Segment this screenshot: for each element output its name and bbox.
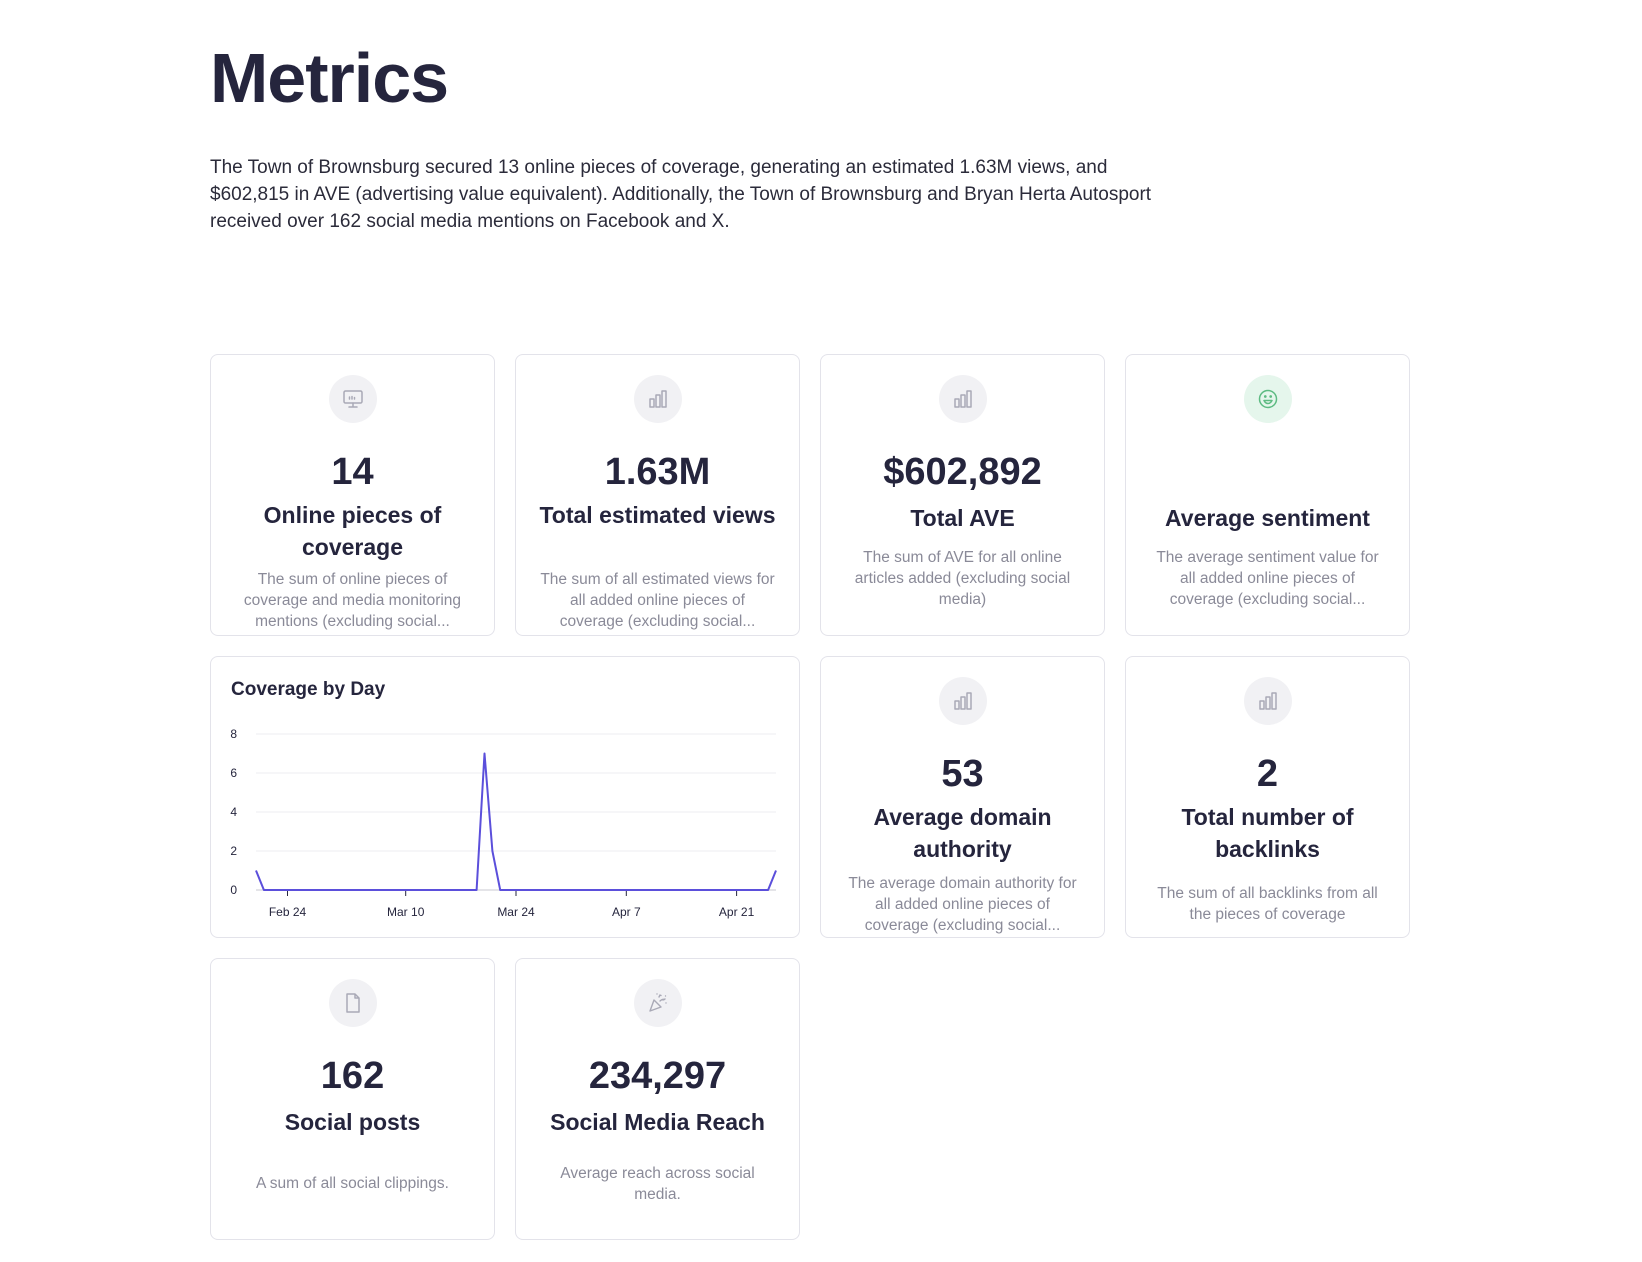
monitor-icon (328, 375, 377, 423)
bar-chart-icon (938, 375, 987, 423)
online-coverage-label: Online pieces of coverage (263, 502, 442, 560)
card-social-reach: 234,297 Social Media Reach Average reach… (515, 958, 800, 1240)
online-coverage-value: 14 (331, 451, 374, 493)
page-title: Metrics (210, 39, 449, 117)
y-tick-label: 2 (230, 844, 237, 858)
bar-chart-icon (938, 677, 987, 725)
total-ave-description: The sum of AVE for all online articles a… (854, 549, 1071, 608)
x-tick-label: Apr 21 (719, 905, 755, 919)
card-domain-authority: 53 Average domain authority The average … (820, 656, 1105, 938)
smile-icon (1243, 375, 1292, 423)
bar-chart-icon (1243, 677, 1292, 725)
x-tick-label: Mar 24 (497, 905, 535, 919)
card-online-coverage: 14 Online pieces of coverage The sum of … (210, 354, 495, 636)
estimated-views-value: 1.63M (604, 451, 711, 493)
coverage-line-chart: 0 2 4 6 8 Feb 24 Mar 10 Mar 24 Apr 7 Apr 21 (230, 727, 777, 919)
card-average-sentiment: Average sentiment The average sentiment … (1125, 354, 1410, 636)
social-reach-description: Average reach across social media. (560, 1165, 755, 1203)
intro-paragraph: The Town of Brownsburg secured 13 online… (210, 157, 1152, 232)
social-posts-value: 162 (320, 1055, 385, 1097)
average-sentiment-label: Average sentiment (1165, 505, 1370, 531)
card-coverage-by-day: Coverage by Day 0 2 4 6 8 Feb 24 Mar 10 Mar 24 A… (210, 656, 800, 938)
social-posts-label: Social posts (284, 1109, 421, 1135)
social-reach-label: Social Media Reach (550, 1109, 765, 1135)
card-social-posts: 162 Social posts A sum of all social cli… (210, 958, 495, 1240)
y-tick-label: 8 (230, 727, 237, 741)
y-tick-label: 6 (230, 766, 237, 780)
card-total-ave: $602,892 Total AVE The sum of AVE for al… (820, 354, 1105, 636)
average-sentiment-description: The average sentiment value for all adde… (1156, 549, 1379, 608)
backlinks-description: The sum of all backlinks from all the pi… (1157, 885, 1378, 923)
x-tick-label: Mar 10 (387, 905, 425, 919)
social-reach-value: 234,297 (588, 1055, 727, 1097)
backlinks-label: Total number of backlinks (1181, 804, 1354, 862)
party-popper-icon (633, 979, 682, 1027)
y-tick-label: 0 (230, 883, 237, 897)
document-icon (328, 979, 377, 1027)
card-backlinks: 2 Total number of backlinks The sum of a… (1125, 656, 1410, 938)
chart-title: Coverage by Day (231, 679, 386, 700)
coverage-series-line (255, 752, 777, 891)
card-estimated-views: 1.63M Total estimated views The sum of a… (515, 354, 800, 636)
bar-chart-icon (633, 375, 682, 423)
backlinks-value: 2 (1256, 753, 1279, 795)
total-ave-value: $602,892 (883, 451, 1042, 493)
total-ave-label: Total AVE (910, 505, 1015, 531)
domain-authority-description: The average domain authority for all add… (848, 875, 1077, 934)
social-posts-description: A sum of all social clippings. (256, 1175, 449, 1192)
x-tick-label: Feb 24 (269, 905, 307, 919)
y-tick-label: 4 (230, 805, 237, 819)
online-coverage-description: The sum of online pieces of coverage and… (243, 571, 462, 630)
estimated-views-description: The sum of all estimated views for all a… (540, 571, 775, 630)
x-tick-label: Apr 7 (612, 905, 641, 919)
estimated-views-label: Total estimated views (539, 502, 776, 528)
domain-authority-label: Average domain authority (873, 804, 1052, 862)
domain-authority-value: 53 (941, 753, 984, 795)
